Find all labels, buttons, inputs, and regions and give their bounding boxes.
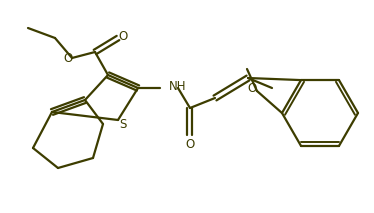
Text: S: S [119,118,127,131]
Text: O: O [63,52,73,65]
Text: O: O [247,82,257,95]
Text: O: O [119,29,128,43]
Text: O: O [186,138,194,151]
Text: NH: NH [169,81,187,94]
